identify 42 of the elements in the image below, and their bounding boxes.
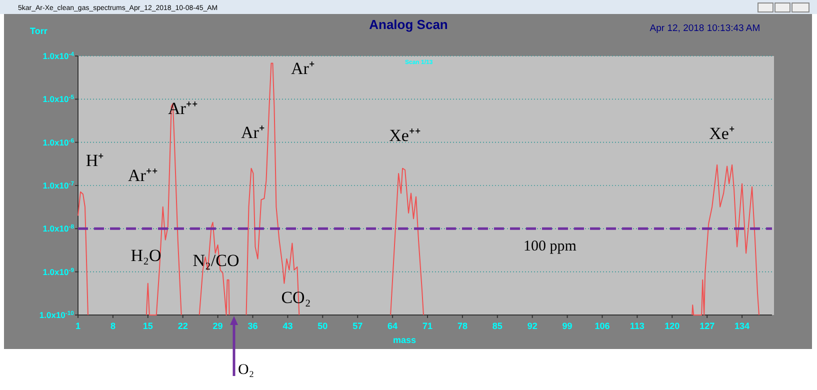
text: O₂ — [238, 362, 254, 378]
x-tick-label: 120 — [664, 321, 680, 331]
y-tick-label: 1.0x10$^{-8}$ — [42, 224, 75, 234]
x-tick-label: 85 — [492, 321, 502, 331]
x-tick-label: 15 — [142, 321, 153, 331]
annotation: Ar⁺⁺ — [128, 166, 158, 185]
x-tick-label: 134 — [734, 321, 750, 331]
x-tick-label: 113 — [630, 321, 644, 331]
y-axis-title: Torr — [30, 26, 48, 36]
x-tick-label: 71 — [422, 321, 433, 331]
x-tick-label: 78 — [457, 321, 468, 331]
line-series — [390, 168, 424, 316]
x-tick-label: 8 — [110, 321, 116, 331]
x-tick-label: 50 — [318, 321, 328, 331]
annotation: H⁺ — [86, 151, 104, 170]
chart-title: Analog Scan — [369, 17, 448, 32]
x-tick-label: 36 — [248, 321, 258, 331]
x-tick-label: 57 — [352, 321, 363, 331]
x-tick-label: 1 — [75, 321, 81, 331]
x-tick-label: 92 — [527, 321, 538, 331]
annotation: Xe⁺ — [709, 124, 735, 143]
y-tick-label: 1.0x10$^{-7}$ — [42, 180, 75, 190]
x-tick-label: 43 — [282, 321, 293, 331]
annotation: Ar⁺ — [241, 123, 265, 142]
x-tick-label: 22 — [178, 321, 188, 331]
y-tick-label: 1.0x10$^{-9}$ — [42, 266, 75, 277]
x-tick-label: 127 — [700, 321, 715, 331]
ref-line-label: 100 ppm — [524, 238, 577, 255]
x-tick-label: 64 — [388, 321, 398, 331]
y-tick-label: 1.0x10$^{-6}$ — [42, 137, 75, 148]
x-tick-label: 99 — [562, 321, 572, 331]
x-tick-label: 29 — [212, 321, 223, 331]
line-series — [78, 191, 88, 316]
y-tick-label: 1.0x10$^{-5}$ — [42, 94, 75, 104]
y-tick-label: 1.0x10$^{-10}$ — [39, 310, 75, 320]
annotation: Xe⁺⁺ — [389, 126, 421, 145]
chart-subtitle: Apr 12, 2018 10:13:43 AM — [650, 23, 760, 34]
line-series — [692, 164, 760, 316]
x-axis-title: mass — [393, 335, 416, 345]
annotation: Ar⁺ — [291, 59, 315, 78]
y-tick-label: 1.0x10$^{-4}$ — [42, 51, 75, 61]
x-tick-label: 106 — [594, 321, 610, 331]
